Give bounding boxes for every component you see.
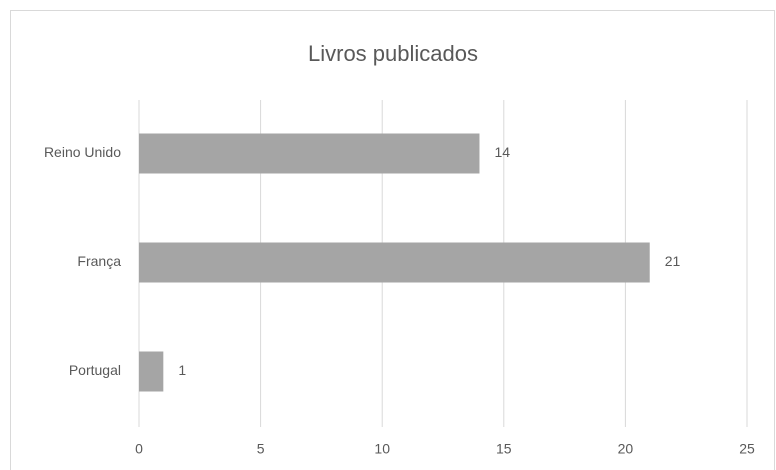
x-tick-label: 25 xyxy=(739,441,755,457)
bar xyxy=(139,351,164,392)
y-tick-label: Reino Unido xyxy=(44,144,121,160)
x-tick-label: 0 xyxy=(135,441,143,457)
y-tick-label: França xyxy=(77,253,121,269)
chart-frame xyxy=(10,10,775,470)
data-label: 21 xyxy=(665,253,681,269)
x-tick-label: 15 xyxy=(496,441,512,457)
data-label: 1 xyxy=(178,362,186,378)
bar xyxy=(139,242,650,283)
y-tick-label: Portugal xyxy=(69,362,121,378)
x-tick-label: 20 xyxy=(618,441,634,457)
x-tick-label: 5 xyxy=(257,441,265,457)
chart-title: Livros publicados xyxy=(308,41,478,66)
x-tick-label: 10 xyxy=(374,441,390,457)
data-label: 14 xyxy=(494,144,510,160)
bar xyxy=(139,133,480,174)
